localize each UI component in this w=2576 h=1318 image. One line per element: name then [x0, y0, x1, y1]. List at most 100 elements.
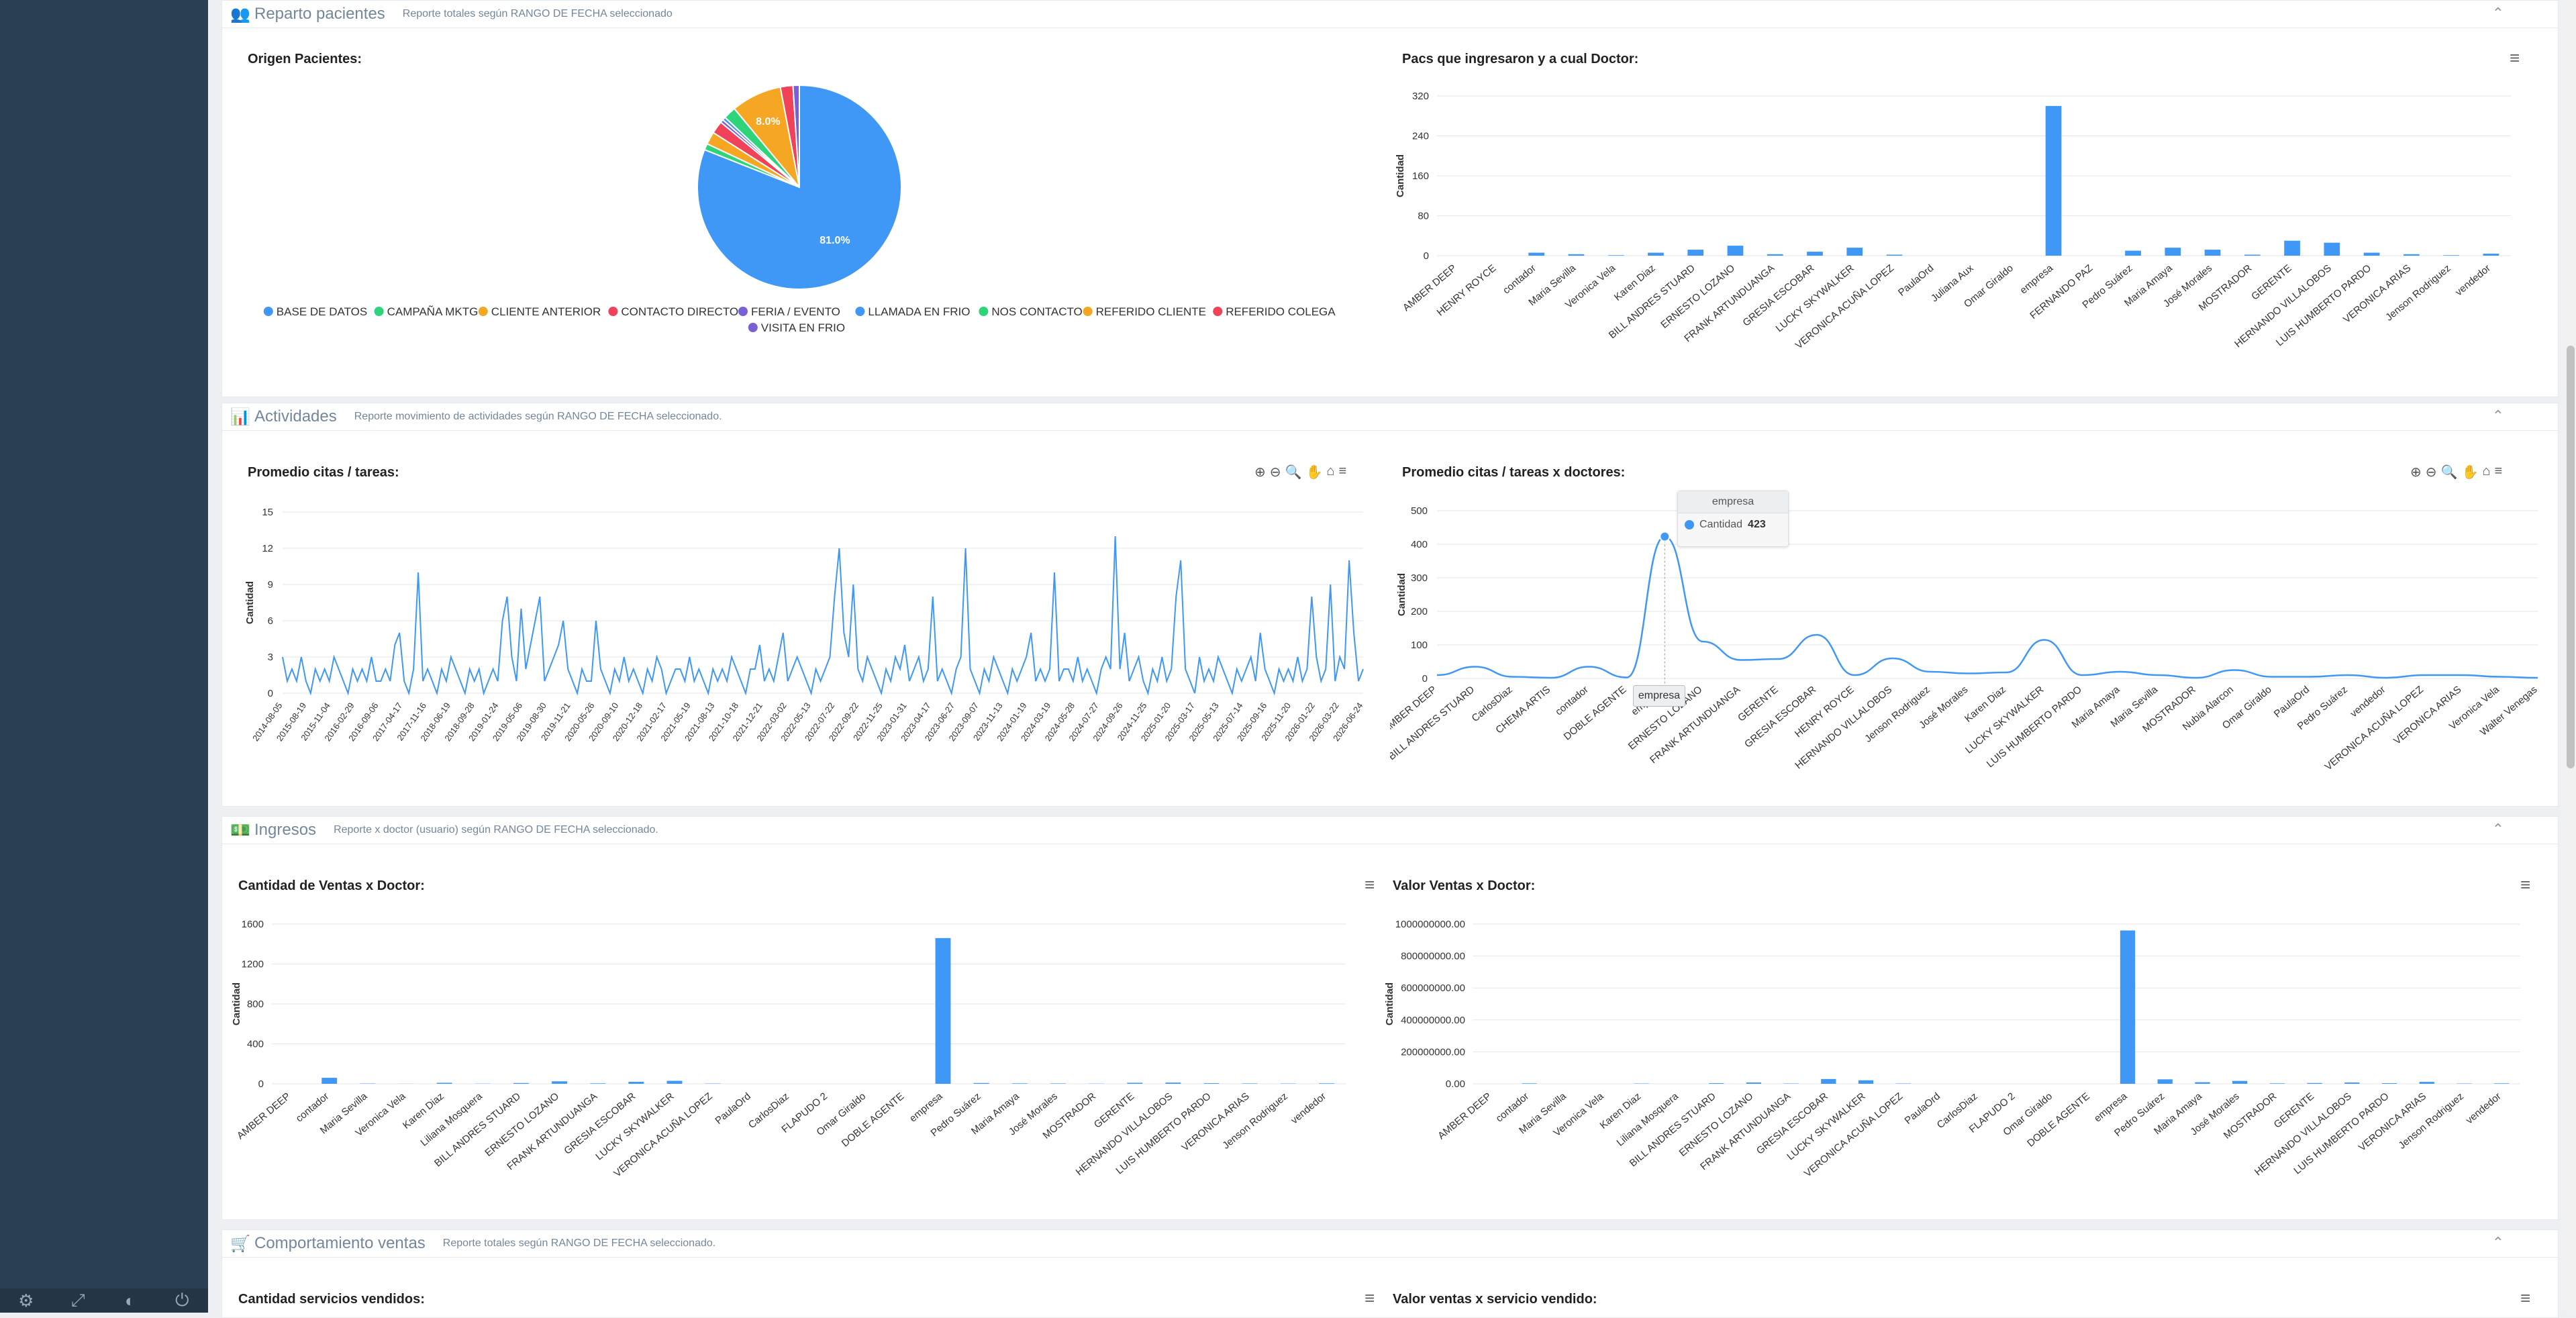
y-tick-label: 1000000000.00 [1395, 919, 1465, 930]
y-axis-title: Cantidad [1384, 982, 1395, 1025]
chart-title-valor-ventas: Valor Ventas x Doctor: [1393, 878, 1535, 894]
panel-header: 📊 Actividades Reporte movimiento de acti… [222, 403, 2558, 431]
chevron-up-icon[interactable]: ⌃ [2492, 5, 2504, 22]
y-tick-label: 240 [1412, 131, 1429, 142]
panel-comportamiento-ventas: 🛒 Comportamiento ventas Reporte totales … [221, 1229, 2559, 1318]
hamburger-menu-icon[interactable]: ≡ [2510, 48, 2520, 68]
zoom-out-icon[interactable]: ⊖ [2426, 464, 2437, 480]
magnifier-icon[interactable]: 🔍 [1285, 464, 1302, 480]
panel-title: Reparto pacientes [254, 5, 385, 23]
panel-subtitle: Reporte totales según RANGO DE FECHA sel… [443, 1237, 715, 1250]
legend-marker [608, 307, 617, 316]
chevron-up-icon[interactable]: ⌃ [2492, 1234, 2504, 1252]
zoom-in-icon[interactable]: ⊕ [2410, 464, 2422, 480]
bar [2324, 243, 2340, 256]
hamburger-menu-icon[interactable]: ≡ [2494, 464, 2502, 480]
x-tick-label: Jenson Rodriguez [1863, 684, 1932, 745]
bar [1687, 250, 1703, 256]
bar [1887, 255, 1903, 256]
hamburger-menu-icon[interactable]: ≡ [1365, 1288, 1375, 1309]
y-tick-label: 0 [1424, 250, 1429, 262]
bar [321, 1078, 337, 1084]
panel-title: Comportamiento ventas [254, 1234, 426, 1253]
bar [2205, 250, 2221, 256]
bar [1767, 254, 1783, 256]
fullscreen-icon[interactable]: ⤢ [52, 1288, 105, 1313]
bar [628, 1082, 644, 1084]
bar [2420, 1082, 2434, 1084]
legend-marker [479, 307, 488, 316]
legend-marker [748, 323, 758, 332]
bar-chart-valor-ventas: 0.00200000000.00400000000.00600000000.00… [1379, 904, 2547, 1213]
x-tick-label: AMBER DEEP [1436, 1091, 1493, 1142]
scrollbar-thumb[interactable] [2567, 346, 2575, 768]
x-tick-label: Jenson Rodriguez [1220, 1091, 1290, 1152]
y-tick-label: 1200 [242, 959, 264, 970]
eye-slash-icon[interactable]: ◐ [104, 1288, 156, 1313]
legend-item: CONTACTO DIRECTO [621, 305, 738, 318]
legend-marker [855, 307, 864, 316]
y-tick-label: 800 [247, 999, 264, 1010]
series-line [1437, 537, 2538, 678]
chevron-up-icon[interactable]: ⌃ [2492, 821, 2504, 838]
x-tick-label: DOBLE AGENTE [2025, 1091, 2092, 1150]
chevron-up-icon[interactable]: ⌃ [2492, 407, 2504, 425]
x-tick-label: ERNESTO LOZANO [1658, 262, 1737, 331]
magnifier-icon[interactable]: 🔍 [2441, 464, 2458, 480]
hamburger-menu-icon[interactable]: ≡ [1365, 874, 1375, 895]
home-icon[interactable]: ⌂ [1326, 464, 1334, 480]
bar [2244, 255, 2261, 256]
legend-item: CAMPAÑA MKTG [387, 305, 479, 318]
pan-hand-icon[interactable]: ✋ [1305, 464, 1322, 480]
bar [2158, 1079, 2173, 1084]
chart-title-pacs: Pacs que ingresaron y a cual Doctor: [1402, 52, 1638, 67]
bar [1050, 1083, 1066, 1084]
gear-icon[interactable]: ⚙ [0, 1288, 52, 1313]
y-tick-label: 100 [1411, 640, 1428, 651]
x-tick-label: AMBER DEEP [235, 1091, 293, 1142]
panel-subtitle: Reporte movimiento de actividades según … [354, 411, 722, 423]
y-tick-label: 6 [268, 615, 273, 627]
y-tick-label: 400 [1411, 539, 1428, 550]
y-tick-label: 160 [1412, 170, 1429, 182]
tooltip-series-name: Cantidad [1699, 519, 1742, 531]
y-tick-label: 80 [1418, 211, 1429, 222]
x-tick-label: empresa [907, 1091, 945, 1125]
zoom-out-icon[interactable]: ⊖ [1270, 464, 1281, 480]
crosshair-label: empresa [1633, 685, 1685, 707]
x-tick-label: contador [1493, 1091, 1531, 1125]
panel-header: 💵 Ingresos Reporte x doctor (usuario) se… [222, 817, 2558, 844]
y-axis-title: Cantidad [244, 581, 256, 624]
bar [1709, 1083, 1724, 1084]
bar [2046, 106, 2062, 256]
home-icon[interactable]: ⌂ [2482, 464, 2490, 480]
x-tick-label: empresa [2018, 262, 2055, 297]
legend-item: VISITA EN FRIO [761, 321, 845, 334]
legend-item: REFERIDO CLIENTE [1096, 305, 1206, 318]
bar [1846, 248, 1863, 256]
series-marker-icon [1685, 520, 1694, 529]
chart-title-servicios: Cantidad servicios vendidos: [238, 1292, 425, 1307]
pan-hand-icon[interactable]: ✋ [2461, 464, 2478, 480]
legend-item: REFERIDO COLEGA [1226, 305, 1336, 318]
bar [1746, 1082, 1761, 1084]
bar-chart-icon: 📊 [232, 408, 249, 425]
bar [590, 1083, 605, 1084]
bar [1807, 252, 1823, 256]
x-tick-label: vendedor [1289, 1091, 1328, 1126]
power-icon[interactable]: ⏻ [156, 1288, 209, 1313]
bar [1821, 1079, 1836, 1084]
sidebar-footer: ⚙ ⤢ ◐ ⏻ [0, 1288, 208, 1313]
tooltip-title: empresa [1678, 491, 1788, 513]
hamburger-menu-icon[interactable]: ≡ [2520, 1288, 2530, 1309]
legend-item: NOS CONTACTO [991, 305, 1082, 318]
bar [513, 1083, 529, 1084]
zoom-in-icon[interactable]: ⊕ [1254, 464, 1266, 480]
bar [2344, 1082, 2359, 1084]
page-scrollbar[interactable] [2565, 0, 2576, 1313]
data-point-marker [1660, 532, 1669, 542]
chart-toolbar: ⊕ ⊖ 🔍 ✋ ⌂ ≡ [2410, 464, 2502, 480]
hamburger-menu-icon[interactable]: ≡ [1338, 464, 1346, 480]
hamburger-menu-icon[interactable]: ≡ [2520, 874, 2530, 895]
